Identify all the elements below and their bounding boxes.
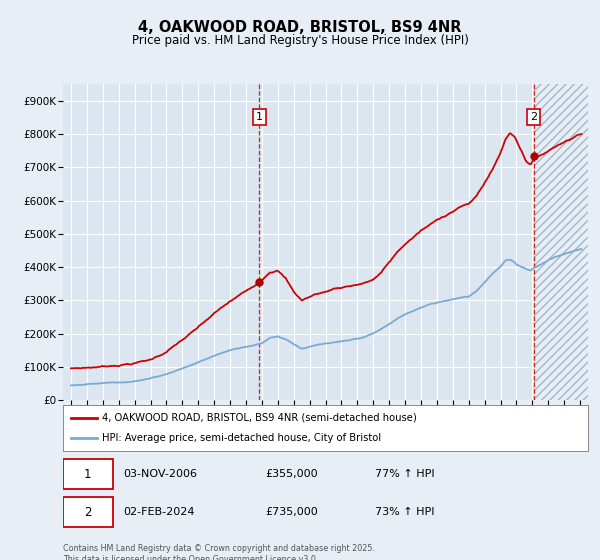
Text: 77% ↑ HPI: 77% ↑ HPI	[376, 469, 435, 479]
Text: Contains HM Land Registry data © Crown copyright and database right 2025.
This d: Contains HM Land Registry data © Crown c…	[63, 544, 375, 560]
Text: HPI: Average price, semi-detached house, City of Bristol: HPI: Average price, semi-detached house,…	[103, 433, 382, 443]
Text: 03-NOV-2006: 03-NOV-2006	[124, 469, 197, 479]
Text: 2: 2	[530, 112, 538, 122]
Text: 1: 1	[84, 468, 91, 481]
FancyBboxPatch shape	[63, 497, 113, 528]
Text: 1: 1	[256, 112, 263, 122]
Text: 2: 2	[84, 506, 91, 519]
Text: 02-FEB-2024: 02-FEB-2024	[124, 507, 195, 517]
Text: £355,000: £355,000	[265, 469, 318, 479]
Text: 4, OAKWOOD ROAD, BRISTOL, BS9 4NR: 4, OAKWOOD ROAD, BRISTOL, BS9 4NR	[138, 20, 462, 35]
FancyBboxPatch shape	[63, 459, 113, 489]
Text: 4, OAKWOOD ROAD, BRISTOL, BS9 4NR (semi-detached house): 4, OAKWOOD ROAD, BRISTOL, BS9 4NR (semi-…	[103, 413, 417, 423]
Bar	[534, 84, 588, 400]
Text: 73% ↑ HPI: 73% ↑ HPI	[376, 507, 435, 517]
Text: £735,000: £735,000	[265, 507, 318, 517]
Text: Price paid vs. HM Land Registry's House Price Index (HPI): Price paid vs. HM Land Registry's House …	[131, 34, 469, 46]
